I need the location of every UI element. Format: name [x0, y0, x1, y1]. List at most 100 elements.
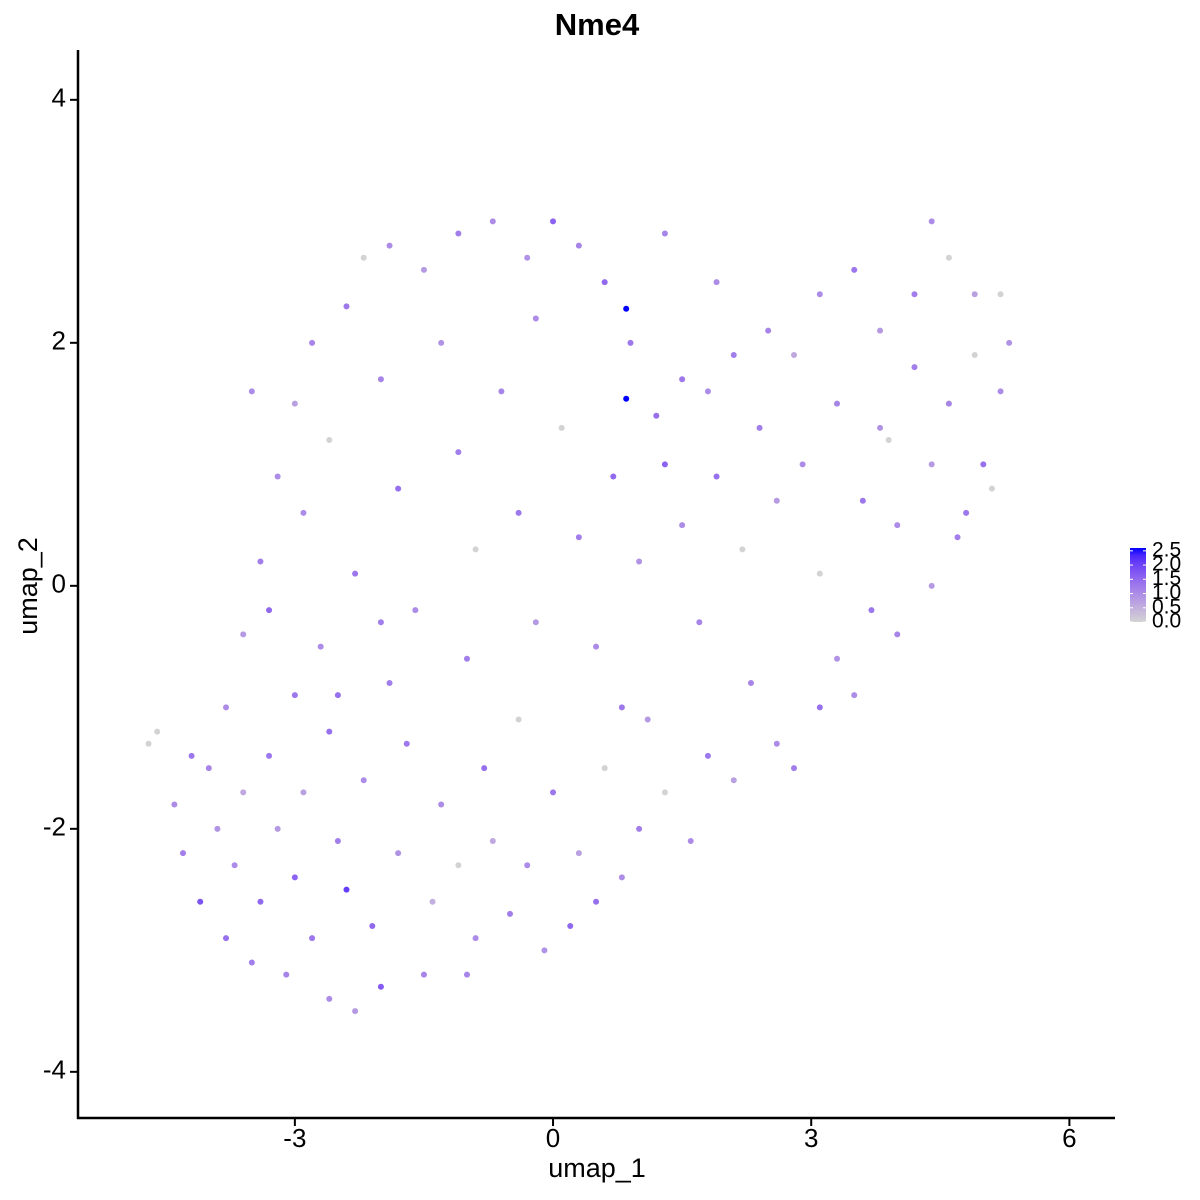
point: [291, 874, 298, 881]
point: [429, 898, 436, 905]
colorbar-label: 1.0: [1152, 581, 1181, 604]
x-tick-label: 3: [804, 1123, 818, 1153]
y-tick-label: 4: [52, 83, 66, 113]
point: [248, 388, 255, 395]
point: [326, 728, 333, 735]
point: [610, 473, 617, 480]
point: [623, 395, 630, 402]
point: [928, 461, 935, 468]
point: [945, 400, 952, 407]
point: [463, 655, 470, 662]
colorbar-label: 0.0: [1152, 610, 1181, 633]
point: [283, 971, 290, 978]
point: [834, 655, 841, 662]
point: [472, 935, 479, 942]
point: [334, 837, 341, 844]
point: [274, 473, 281, 480]
point: [524, 254, 531, 261]
point: [438, 339, 445, 346]
point: [455, 862, 462, 869]
point: [472, 546, 479, 553]
point: [420, 266, 427, 273]
point: [971, 291, 978, 298]
point: [636, 558, 643, 565]
point: [223, 704, 230, 711]
point: [309, 339, 316, 346]
point: [257, 898, 264, 905]
point: [489, 218, 496, 225]
point: [997, 291, 1004, 298]
point: [877, 424, 884, 431]
chart-title: Nme4: [555, 7, 640, 42]
point: [300, 789, 307, 796]
point: [197, 898, 204, 905]
point: [704, 752, 711, 759]
point: [945, 254, 952, 261]
point: [791, 765, 798, 772]
point: [343, 886, 350, 893]
point: [395, 850, 402, 857]
point: [997, 388, 1004, 395]
point: [661, 789, 668, 796]
point: [687, 837, 694, 844]
point: [240, 631, 247, 638]
point: [541, 947, 548, 954]
point: [515, 509, 522, 516]
point: [231, 862, 238, 869]
y-tick-label: -2: [43, 812, 66, 842]
point: [300, 509, 307, 516]
point: [834, 400, 841, 407]
point: [894, 522, 901, 529]
colorbar-label: 2.0: [1152, 553, 1181, 576]
point: [661, 230, 668, 237]
y-axis-label: umap_2: [13, 537, 43, 635]
colorbar-label: 0.5: [1152, 595, 1181, 618]
point: [799, 461, 806, 468]
y-tick-label: -4: [43, 1055, 66, 1085]
point: [214, 825, 221, 832]
point: [326, 995, 333, 1002]
point: [515, 716, 522, 723]
point: [489, 837, 496, 844]
colorbar-label: 1.5: [1152, 567, 1181, 590]
point: [816, 570, 823, 577]
point: [627, 339, 634, 346]
point: [980, 461, 987, 468]
point: [988, 485, 995, 492]
point: [575, 850, 582, 857]
point: [154, 728, 161, 735]
point: [963, 509, 970, 516]
point: [601, 279, 608, 286]
point: [257, 558, 264, 565]
point: [954, 534, 961, 541]
point: [524, 862, 531, 869]
point: [911, 364, 918, 371]
point: [730, 777, 737, 784]
point: [739, 546, 746, 553]
point: [661, 461, 668, 468]
point: [386, 680, 393, 687]
point: [377, 619, 384, 626]
x-tick-label: 6: [1062, 1123, 1076, 1153]
point: [550, 218, 557, 225]
point: [240, 789, 247, 796]
point: [326, 437, 333, 444]
point: [730, 351, 737, 358]
point: [550, 789, 557, 796]
point: [205, 765, 212, 772]
colorbar-label: 2.5: [1152, 538, 1181, 561]
point: [928, 218, 935, 225]
point: [223, 935, 230, 942]
point: [360, 777, 367, 784]
point: [885, 437, 892, 444]
point: [877, 327, 884, 334]
point: [696, 619, 703, 626]
point: [532, 315, 539, 322]
point: [377, 376, 384, 383]
point: [593, 898, 600, 905]
point: [636, 825, 643, 832]
point: [334, 692, 341, 699]
point: [352, 570, 359, 577]
